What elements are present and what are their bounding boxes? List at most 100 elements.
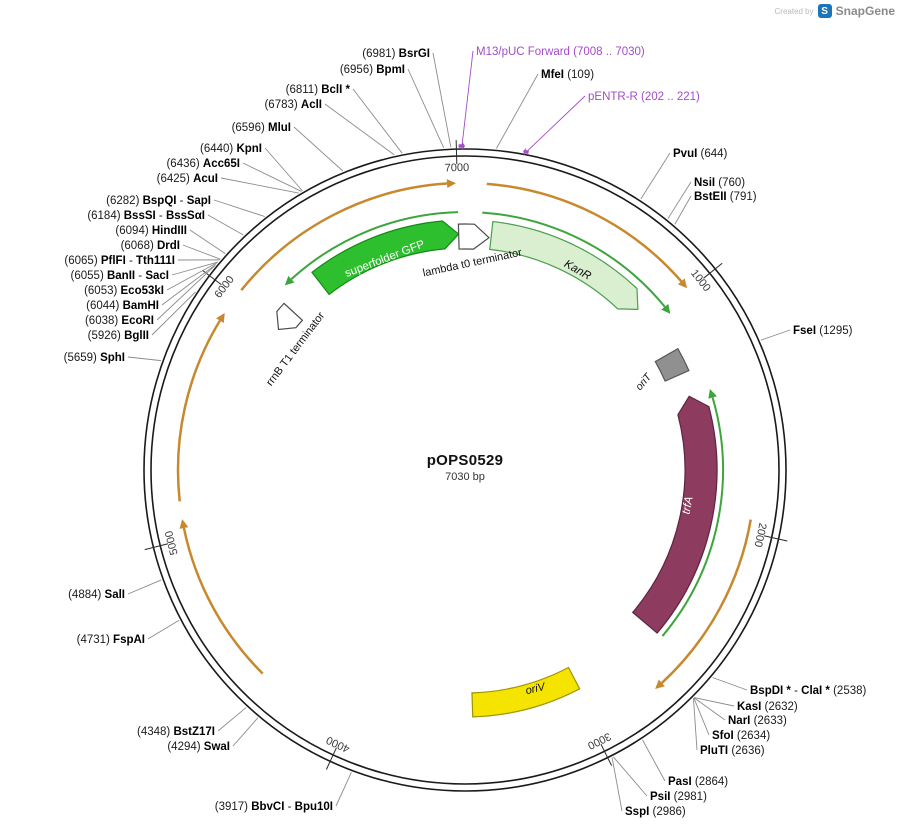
misc-arc-trfa-arc[interactable]	[661, 397, 724, 637]
site-label-bpmi[interactable]: (6956) BpmI	[340, 64, 405, 76]
tick-label-3000: 3000	[586, 730, 613, 752]
site-label-banii-saci[interactable]: (6055) BanII - SacI	[71, 270, 169, 282]
site-label-m13-puc-forward[interactable]: M13/pUC Forward (7008 .. 7030)	[476, 46, 645, 58]
feature-trfa[interactable]	[631, 395, 718, 634]
tick-mark-3000	[600, 743, 613, 766]
callout-line-acli	[324, 103, 395, 156]
site-label-bsssi[interactable]: (6184) BssSI - BssSαI	[87, 210, 205, 222]
site-label-sspi[interactable]: SspI (2986)	[625, 806, 686, 818]
site-label-psii[interactable]: PsiI (2981)	[650, 791, 707, 803]
snapgene-logo-icon: S	[817, 4, 832, 18]
orf-arc-left-lower-arrowhead	[179, 519, 189, 529]
site-label-ecori[interactable]: (6038) EcoRI	[85, 315, 154, 327]
callout-line-m13-puc-forward	[461, 50, 474, 148]
site-label-hindiii[interactable]: (6094) HindIII	[115, 225, 187, 237]
callout-line-bpmi	[407, 68, 445, 148]
tick-mark-2000	[763, 535, 788, 542]
misc-arc-kanr-arc[interactable]	[482, 211, 666, 308]
callout-line-eco53ki	[166, 262, 218, 291]
site-label-drdi[interactable]: (6068) DrdI	[121, 240, 180, 252]
site-label-nsii[interactable]: NsiI (760)	[694, 177, 745, 189]
orf-arc-right-arc[interactable]	[660, 519, 752, 684]
site-label-bcli[interactable]: (6811) BclI *	[286, 84, 351, 96]
site-label-bspdi-clai[interactable]: BspDI * - ClaI * (2538)	[750, 685, 867, 697]
orf-arc-top-left-arc[interactable]	[240, 182, 448, 291]
site-label-pflfi-tth111i[interactable]: (6065) PflFI - Tth111I	[64, 255, 175, 267]
feature-lambda-t0-terminator[interactable]	[457, 223, 490, 250]
site-label-acc65i[interactable]: (6436) Acc65I	[166, 158, 240, 170]
site-label-mfei[interactable]: MfeI (109)	[541, 69, 594, 81]
site-label-acli[interactable]: (6783) AclI	[264, 99, 322, 111]
feature-orit[interactable]	[654, 347, 690, 382]
misc-arc-gfp-arc[interactable]	[290, 211, 459, 280]
pentr-r-mark-arrowhead	[523, 147, 527, 156]
site-label-pentr-r[interactable]: pENTR-R (202 .. 221)	[588, 91, 700, 103]
callout-line-nari	[693, 697, 726, 721]
callout-line-bsrgi	[432, 52, 452, 148]
misc-arc-gfp-arrowhead	[284, 275, 295, 286]
misc-arc-kanr-arrowhead	[661, 303, 671, 314]
callout-line-acc65i	[242, 162, 302, 192]
orf-arc-left-upper-arc[interactable]	[176, 319, 221, 502]
callout-line-banii-saci	[171, 261, 218, 276]
site-label-fsei[interactable]: FseI (1295)	[793, 325, 853, 337]
site-label-sali[interactable]: (4884) SalI	[68, 589, 125, 601]
tick-mark-1000	[703, 262, 723, 279]
credit-brand-text: SnapGene	[835, 4, 895, 18]
site-label-bbvci-bpu10i[interactable]: (3917) BbvCI - Bpu10I	[215, 801, 333, 813]
site-label-bstz17i[interactable]: (4348) BstZ17I	[137, 726, 215, 738]
site-label-nari[interactable]: NarI (2633)	[728, 715, 787, 727]
feature-rrnb-t1-terminator[interactable]	[276, 302, 304, 331]
callout-line-bglii	[151, 291, 196, 336]
callout-line-acui	[220, 177, 299, 194]
site-label-pluti[interactable]: PluTI (2636)	[700, 745, 765, 757]
site-label-sfoi[interactable]: SfoI (2634)	[712, 730, 770, 742]
callout-line-mfei	[496, 73, 539, 149]
plasmid-backbone-outer-ring	[143, 148, 787, 792]
callout-line-psii	[613, 756, 648, 797]
site-label-eco53ki[interactable]: (6053) Eco53kI	[84, 285, 164, 297]
callout-line-bsssi	[207, 214, 244, 236]
site-label-sphi[interactable]: (5659) SphI	[64, 352, 125, 364]
feature-label-oriv[interactable]: oriV	[524, 681, 547, 697]
feature-kanr[interactable]	[489, 220, 639, 311]
site-label-bsteii[interactable]: BstEII (791)	[694, 191, 757, 203]
site-label-bsrgi[interactable]: (6981) BsrGI	[362, 48, 430, 60]
site-label-mlui[interactable]: (6596) MluI	[232, 122, 291, 134]
site-label-bglii[interactable]: (5926) BglII	[88, 330, 149, 342]
callout-line-bstz17i	[217, 707, 247, 732]
site-label-pvui[interactable]: PvuI (644)	[673, 148, 728, 160]
site-label-swai[interactable]: (4294) SwaI	[167, 741, 230, 753]
callout-line-sphi	[127, 356, 162, 362]
orf-arc-right-arrowhead	[655, 679, 665, 689]
callout-line-ecori	[156, 265, 215, 321]
site-label-bspqi-sapi[interactable]: (6282) BspQI - SapI	[106, 195, 211, 207]
callout-line-bamhi	[161, 264, 217, 306]
callout-line-mlui	[293, 126, 344, 172]
snapgene-logo-letter: S	[821, 5, 828, 17]
callout-line-sspi	[611, 757, 623, 812]
site-label-bamhi[interactable]: (6044) BamHI	[86, 300, 159, 312]
tick-mark-4000	[325, 747, 337, 770]
m13-puc-forward-mark-arrowhead	[462, 142, 465, 151]
orf-arc-left-lower-arc[interactable]	[182, 527, 264, 675]
callout-line-pvui	[640, 152, 671, 200]
orf-arc-top-right-arc[interactable]	[486, 182, 683, 283]
feature-label-orit[interactable]: oriT	[633, 370, 655, 393]
site-label-kasi[interactable]: KasI (2632)	[737, 701, 798, 713]
feature-superfolder-gfp[interactable]	[311, 220, 460, 296]
callout-line-nsii	[667, 181, 692, 219]
callout-line-bbvci-bpu10i	[335, 772, 352, 807]
feature-label-lambda-t0-terminator[interactable]: lambda t0 terminator	[422, 247, 523, 280]
tick-label-5000: 5000	[163, 529, 181, 556]
feature-oriv[interactable]	[471, 666, 581, 718]
callout-line-fspai	[147, 619, 180, 640]
site-label-fspai[interactable]: (4731) FspAI	[77, 634, 145, 646]
tick-mark-5000	[144, 543, 169, 551]
site-label-pasi[interactable]: PasI (2864)	[668, 776, 728, 788]
site-label-kpni[interactable]: (6440) KpnI	[200, 143, 262, 155]
site-label-acui[interactable]: (6425) AcuI	[157, 173, 218, 185]
feature-label-trfa[interactable]: trfA	[680, 495, 695, 515]
